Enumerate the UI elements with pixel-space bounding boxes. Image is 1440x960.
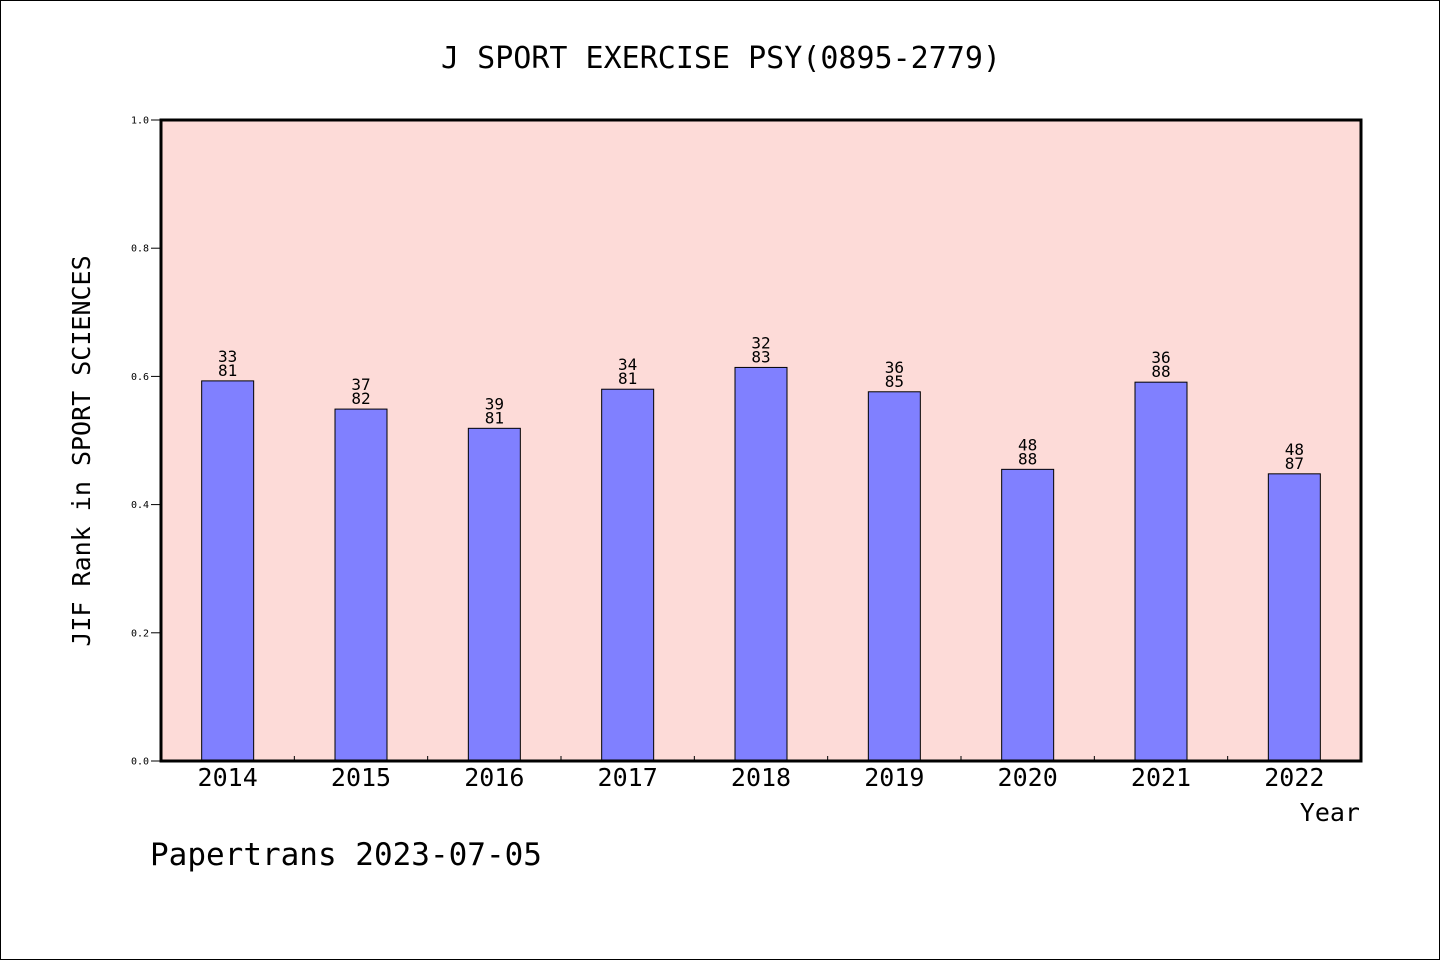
bar-total-label: 81	[485, 408, 504, 427]
bar-rank-label: 36	[885, 358, 904, 377]
x-axis-label: Year	[1300, 798, 1360, 827]
x-tick-label: 2016	[464, 763, 524, 792]
bar	[601, 388, 655, 762]
x-tick-label: 2018	[731, 763, 791, 792]
x-tick-label: 2020	[998, 763, 1058, 792]
bar-total-label: 82	[351, 389, 370, 408]
bar-rank-label: 34	[618, 355, 637, 374]
x-tick-label: 2019	[864, 763, 924, 792]
bar-rank-label: 39	[485, 394, 504, 413]
bar-total-label: 87	[1285, 454, 1304, 473]
x-axis: 2014 2015 2016 2017 2018 2019 2020 2021 2022	[198, 756, 1324, 792]
y-tick-label: 0.4	[131, 500, 149, 511]
bar-total-label: 81	[218, 361, 237, 380]
footer-text: Papertrans 2023-07-05	[150, 837, 542, 873]
chart-title: J SPORT EXERCISE PSY(0895-2779)	[441, 41, 1001, 76]
bar-total-label: 88	[1018, 449, 1037, 468]
bar-total-label: 85	[885, 372, 904, 391]
bar	[1267, 473, 1321, 762]
bar	[467, 427, 521, 762]
x-tick-label: 2015	[331, 763, 391, 792]
x-tick-label: 2017	[598, 763, 658, 792]
bar-rank-label: 36	[1151, 348, 1170, 367]
bar-rank-label: 48	[1018, 435, 1037, 454]
y-tick-label: 0.8	[131, 244, 149, 255]
bar-rank-label: 33	[218, 347, 237, 366]
y-tick-label: 0.0	[131, 757, 149, 768]
y-tick-label: 1.0	[131, 116, 149, 127]
bar	[867, 391, 921, 762]
bar-rank-label: 48	[1285, 440, 1304, 459]
bar-rank-label: 37	[351, 375, 370, 394]
bars-layer	[201, 366, 1321, 762]
x-tick-label: 2021	[1131, 763, 1191, 792]
bar-rank-label: 32	[751, 333, 770, 352]
y-axis-label: JIF Rank in SPORT SCIENCES	[67, 255, 96, 646]
y-axis: 0.0 0.2 0.4 0.6 0.8 1.0	[131, 116, 161, 768]
bar-total-label: 88	[1151, 362, 1170, 381]
x-tick-label: 2022	[1264, 763, 1324, 792]
y-tick-label: 0.6	[131, 372, 149, 383]
bar-total-label: 81	[618, 369, 637, 388]
bar-total-label: 83	[751, 347, 770, 366]
bar	[1001, 468, 1055, 762]
bar	[334, 408, 388, 762]
x-tick-label: 2014	[198, 763, 258, 792]
y-tick-label: 0.2	[131, 628, 149, 639]
bar	[734, 366, 788, 762]
bar	[201, 380, 255, 762]
plot-border	[159, 118, 1363, 763]
bar	[1134, 381, 1188, 762]
